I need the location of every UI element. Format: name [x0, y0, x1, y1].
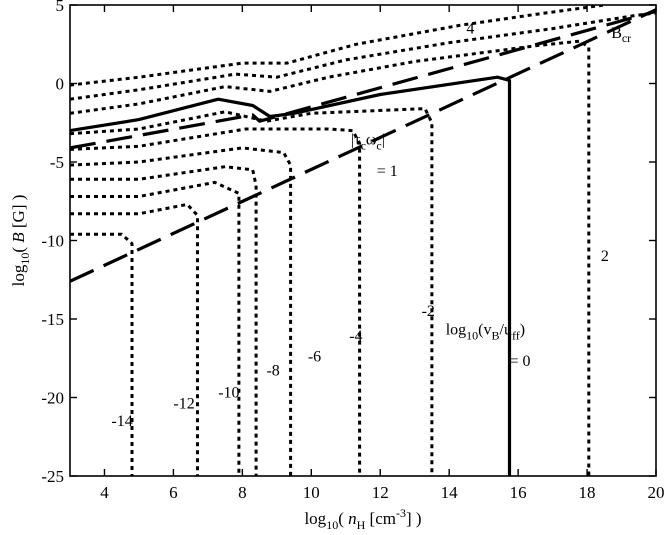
y-tick-label: -25	[41, 467, 64, 486]
x-tick-label: 18	[579, 483, 596, 502]
y-tick-label: 0	[56, 75, 65, 94]
x-axis-title-open: (	[338, 509, 348, 528]
x-axis-title-exp: -3	[396, 506, 406, 520]
vb-label-eq: = 0	[510, 353, 531, 370]
tau-label-part: c	[376, 139, 381, 153]
y-tick-label: -10	[41, 232, 64, 251]
series-dotted-0	[70, 232, 134, 476]
tau-label-part: c	[361, 139, 366, 153]
x-tick-label: 16	[510, 483, 527, 502]
y-axis-title: log10( B [G] )	[9, 195, 32, 287]
x-tick-label: 6	[169, 483, 178, 502]
vb-label-part: )	[520, 322, 525, 339]
contour-label: 4	[466, 20, 474, 37]
tau-label-eq: = 1	[377, 163, 398, 180]
series-dashed-11	[70, 9, 656, 150]
x-axis-title-close: ] )	[406, 509, 422, 528]
axis-ticks: 4 6 8 10 12 14 16 18 20 5 0 -5 -10 -15 -20 -25	[41, 0, 664, 502]
contour-label: -2	[422, 303, 435, 320]
x-tick-label: 12	[372, 483, 389, 502]
vb-label-part: (v	[478, 322, 491, 339]
series-solid-7	[70, 75, 512, 476]
contour-label: -12	[173, 395, 194, 412]
contour-label: -6	[308, 348, 321, 365]
x-axis-title-base: 10	[326, 518, 338, 532]
vb-label: log10(vB/uff)	[446, 322, 525, 343]
series-dotted-3	[70, 165, 258, 476]
bcr-label: Bcr	[611, 25, 631, 45]
y-axis-title-b: B	[9, 232, 28, 243]
x-tick-label: 10	[303, 483, 320, 502]
x-axis-title-unit: [cm	[365, 509, 396, 528]
plot-area	[70, 5, 656, 476]
tau-label-part: |	[382, 132, 385, 149]
y-axis-title-log: log	[9, 264, 28, 286]
tau-label: |τcωc|	[351, 132, 385, 153]
tau-label-part: |τ	[351, 132, 361, 149]
y-tick-label: -20	[41, 389, 64, 408]
y-axis-title-unit: [G] )	[9, 195, 28, 233]
x-axis-title-sub: H	[357, 518, 366, 532]
y-axis-title-open: (	[9, 243, 28, 253]
contour-label: -8	[266, 363, 279, 380]
contour-label: -10	[218, 385, 239, 402]
vb-label-part: log	[446, 322, 466, 339]
x-tick-label: 4	[100, 483, 109, 502]
vb-label-part: ff	[512, 329, 520, 343]
series-dashed-12	[70, 8, 656, 283]
x-axis-title-log: log	[304, 509, 326, 528]
annotations: -14-12-10-8-6-4-224|τcωc|= 1log10(vB/uff…	[111, 20, 631, 430]
contour-label: -4	[349, 328, 362, 345]
vb-label-part: B	[492, 329, 500, 343]
bcr-label-sub: cr	[622, 31, 631, 45]
series-dotted-6	[70, 107, 434, 476]
contour-label: -14	[111, 413, 132, 430]
series-dotted-4	[70, 146, 293, 476]
vb-label-part: 10	[466, 329, 478, 343]
x-tick-label: 14	[441, 483, 459, 502]
series-dotted-5	[70, 127, 362, 476]
series-dotted-10	[70, 5, 605, 87]
vb-label-part: /u	[500, 322, 512, 339]
series-dotted-2	[70, 180, 241, 476]
y-tick-label: 5	[56, 0, 65, 15]
x-axis-title-n: n	[348, 509, 357, 528]
y-tick-label: -5	[50, 153, 64, 172]
y-tick-label: -15	[41, 310, 64, 329]
x-axis-title: log10( nH [cm-3] )	[304, 506, 421, 532]
tau-label-part: ω	[366, 132, 377, 149]
x-tick-label: 8	[238, 483, 247, 502]
x-tick-label: 20	[648, 483, 665, 502]
contour-label: 2	[601, 248, 609, 265]
bcr-label-main: B	[611, 25, 622, 42]
y-axis-title-base: 10	[18, 253, 32, 265]
